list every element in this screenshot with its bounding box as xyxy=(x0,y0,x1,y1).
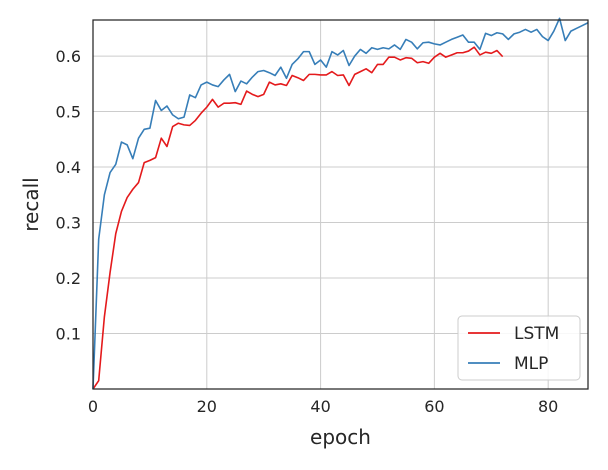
y-axis-label: recall xyxy=(19,177,43,231)
y-tick-label: 0.5 xyxy=(56,103,81,122)
series-line-lstm xyxy=(92,46,504,390)
legend-label-lstm: LSTM xyxy=(514,324,559,344)
y-tick-label: 0.1 xyxy=(56,325,81,344)
series-lines xyxy=(92,17,589,390)
legend: LSTM MLP xyxy=(457,315,581,381)
plot-frame xyxy=(92,19,589,390)
x-tick-label: 40 xyxy=(310,397,330,416)
y-tick-label: 0.4 xyxy=(56,158,81,177)
x-tick-label: 0 xyxy=(88,397,98,416)
x-tick-label: 80 xyxy=(538,397,558,416)
y-tick-label: 0.2 xyxy=(56,269,81,288)
legend-box xyxy=(457,315,581,381)
x-tick-label: 20 xyxy=(197,397,217,416)
legend-label-mlp: MLP xyxy=(514,354,548,374)
x-axis-label: epoch xyxy=(310,425,371,449)
x-tick-labels: 0 20 40 60 80 xyxy=(88,397,558,416)
y-tick-label: 0.3 xyxy=(56,214,81,233)
x-tick-label: 60 xyxy=(424,397,444,416)
grid-lines xyxy=(92,20,588,389)
y-tick-label: 0.6 xyxy=(56,47,81,66)
y-tick-labels: 0.1 0.2 0.3 0.4 0.5 0.6 xyxy=(56,47,81,343)
series-line-mlp xyxy=(92,17,589,390)
